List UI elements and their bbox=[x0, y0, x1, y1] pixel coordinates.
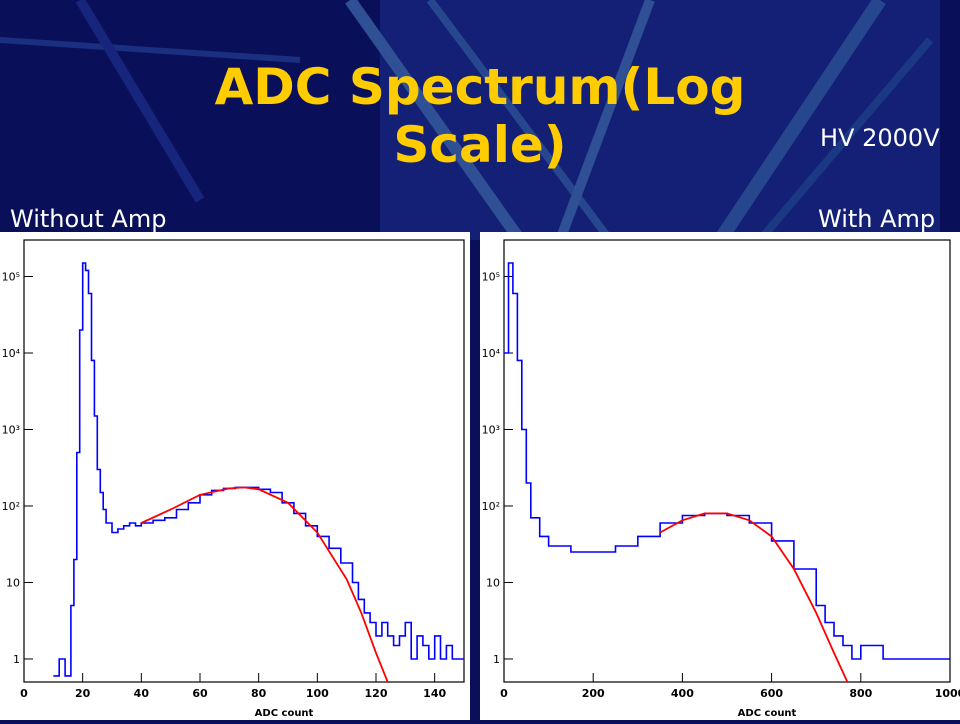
y-tick-label: 1 bbox=[13, 653, 20, 666]
x-tick-label: 140 bbox=[423, 687, 446, 700]
x-tick-label: 600 bbox=[760, 687, 783, 700]
x-tick-label: 400 bbox=[671, 687, 694, 700]
x-tick-label: 100 bbox=[306, 687, 329, 700]
y-tick-label: 10⁴ bbox=[2, 347, 21, 360]
x-axis-label: ADC count bbox=[255, 708, 314, 719]
y-tick-label: 10⁵ bbox=[482, 270, 500, 283]
y-tick-label: 10 bbox=[6, 576, 20, 589]
plot-frame bbox=[23, 239, 465, 683]
with-amp-label: With Amp bbox=[818, 205, 936, 233]
y-tick-label: 10² bbox=[482, 500, 500, 513]
x-tick-label: 120 bbox=[365, 687, 388, 700]
x-tick-label: 0 bbox=[20, 687, 28, 700]
y-tick-label: 1 bbox=[493, 653, 500, 666]
x-tick-label: 80 bbox=[251, 687, 267, 700]
fit-curve-line bbox=[140, 486, 389, 683]
y-tick-label: 10⁴ bbox=[482, 347, 501, 360]
hv-label: HV 2000V bbox=[820, 124, 940, 152]
plot-frame bbox=[503, 239, 951, 683]
y-tick-label: 10 bbox=[486, 576, 500, 589]
slide-title: ADC Spectrum(Log Scale) bbox=[214, 58, 746, 174]
x-tick-label: 60 bbox=[192, 687, 208, 700]
adc-histogram-with-amp: 1 10 10² 10³ 10⁴ 10⁵ 0 200 400 600 800 1000 ADC coun… bbox=[482, 239, 960, 719]
y-tick-label: 10³ bbox=[482, 423, 500, 436]
y-tick-label: 10⁵ bbox=[2, 270, 20, 283]
x-axis-label: ADC count bbox=[738, 708, 797, 719]
chart-panel-with-amp: 1 10 10² 10³ 10⁴ 10⁵ 0 200 400 600 800 1000 ADC coun… bbox=[480, 232, 960, 720]
x-tick-label: 40 bbox=[134, 687, 150, 700]
x-tick-label: 1000 bbox=[935, 687, 960, 700]
x-tick-label: 200 bbox=[582, 687, 605, 700]
histogram-series-line bbox=[53, 262, 464, 677]
chart-panel-without-amp: 1 10 10² 10³ 10⁴ 10⁵ 0 20 40 60 80 100 120 140 ADC cou… bbox=[0, 232, 470, 720]
x-tick-label: 20 bbox=[75, 687, 91, 700]
x-tick-label: 800 bbox=[849, 687, 872, 700]
adc-histogram-without-amp: 1 10 10² 10³ 10⁴ 10⁵ 0 20 40 60 80 100 120 140 ADC cou… bbox=[2, 239, 465, 719]
y-tick-label: 10³ bbox=[2, 423, 20, 436]
histogram-series-line bbox=[504, 262, 950, 660]
y-tick-label: 10² bbox=[2, 500, 20, 513]
without-amp-label: Without Amp bbox=[10, 205, 167, 233]
fit-curve-line bbox=[659, 512, 849, 683]
x-tick-label: 0 bbox=[500, 687, 508, 700]
